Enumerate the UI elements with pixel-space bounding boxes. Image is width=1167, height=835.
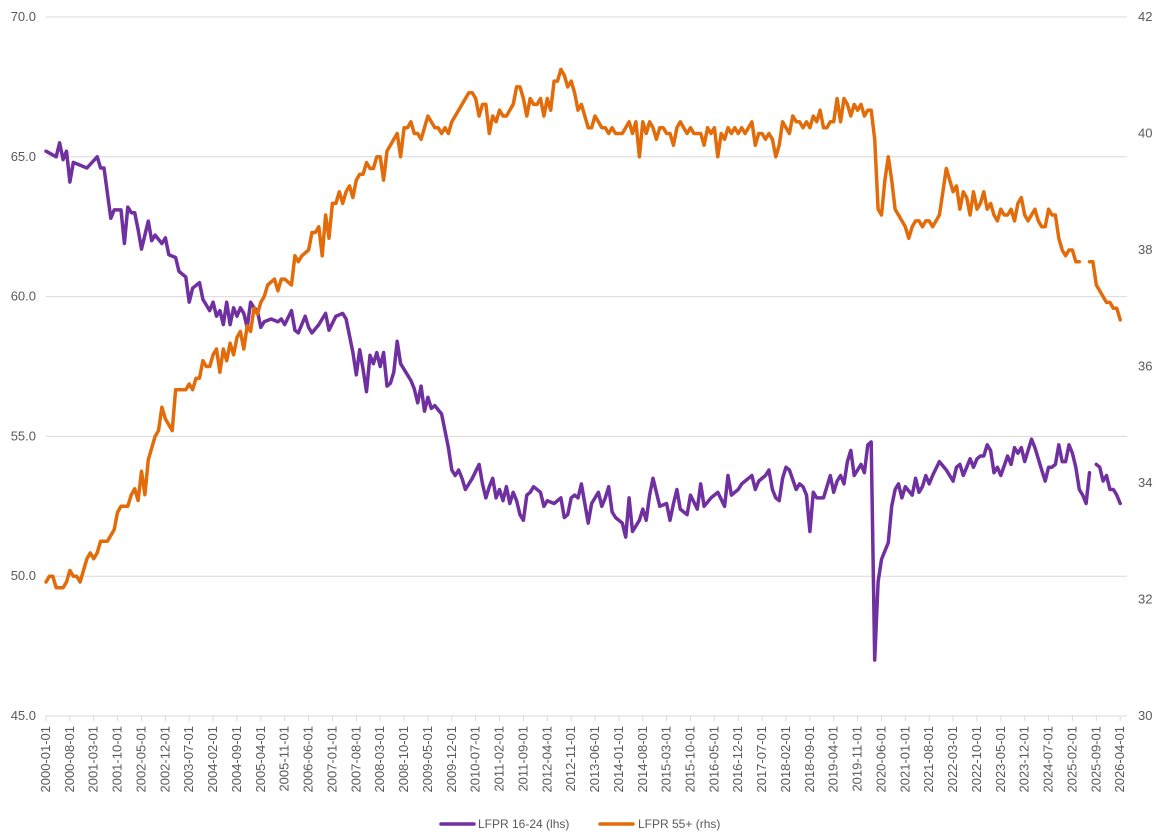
right-y-tick-label: 30 — [1138, 708, 1152, 723]
x-tick-label: 2001-10-01 — [110, 726, 125, 793]
x-tick-label: 2013-06-01 — [587, 726, 602, 793]
left-y-tick-label: 45.0 — [11, 708, 36, 723]
x-tick-label: 2008-10-01 — [396, 726, 411, 793]
right-y-tick-label: 38 — [1138, 242, 1152, 257]
x-tick-label: 2015-10-01 — [683, 726, 698, 793]
x-tick-label: 2015-03-01 — [659, 726, 674, 793]
x-tick-label: 2011-09-01 — [515, 726, 530, 792]
x-axis: 2000-01-01 2000-08-01 2001-03-01 2001-10-01… — [38, 715, 1127, 793]
x-tick-label: 2014-01-01 — [611, 726, 626, 793]
x-tick-label: 2010-07-01 — [468, 726, 483, 793]
x-tick-label: 2005-11-01 — [277, 726, 292, 792]
x-tick-label: 2021-08-01 — [921, 726, 936, 793]
left-y-axis: 45.0 50.0 55.0 60.0 65.0 70.0 — [11, 9, 36, 723]
x-tick-label: 2007-01-01 — [324, 726, 339, 793]
legend: LFPR 16-24 (lhs) LFPR 55+ (rhs) — [439, 817, 720, 831]
series-lines — [44, 67, 1122, 662]
x-tick-label: 2003-07-01 — [181, 726, 196, 793]
series-line-1 — [44, 67, 1122, 590]
x-tick-label: 2006-06-01 — [301, 726, 316, 793]
x-tick-label: 2008-03-01 — [372, 726, 387, 793]
x-tick-label: 2026-04-01 — [1112, 726, 1127, 793]
x-tick-label: 2011-02-01 — [492, 726, 507, 792]
x-tick-label: 2002-12-01 — [157, 726, 172, 793]
x-tick-label: 2000-08-01 — [62, 726, 77, 793]
x-tick-label: 2009-12-01 — [444, 726, 459, 793]
left-y-tick-label: 55.0 — [11, 428, 36, 443]
x-tick-label: 2020-06-01 — [873, 726, 888, 793]
left-y-tick-label: 70.0 — [11, 9, 36, 24]
x-tick-label: 2009-05-01 — [420, 726, 435, 793]
x-tick-label: 2004-02-01 — [205, 726, 220, 793]
x-tick-label: 2018-02-01 — [778, 726, 793, 793]
x-tick-label: 2016-05-01 — [706, 726, 721, 793]
left-y-tick-label: 50.0 — [11, 568, 36, 583]
x-tick-label: 2025-02-01 — [1064, 726, 1079, 793]
series-line-0 — [44, 141, 1122, 662]
x-tick-label: 2005-04-01 — [253, 726, 268, 793]
x-tick-label: 2025-09-01 — [1088, 726, 1103, 793]
right-y-tick-label: 40 — [1138, 126, 1152, 141]
x-tick-label: 2014-08-01 — [635, 726, 650, 793]
x-tick-label: 2023-05-01 — [993, 726, 1008, 793]
x-tick-label: 2007-08-01 — [348, 726, 363, 793]
x-tick-label: 2019-11-01 — [850, 726, 865, 792]
x-tick-label: 2000-01-01 — [38, 726, 53, 793]
right-y-axis: 30 32 34 36 38 40 42 — [1138, 9, 1152, 723]
x-tick-label: 2004-09-01 — [229, 726, 244, 793]
right-y-tick-label: 32 — [1138, 592, 1152, 607]
x-tick-label: 2001-03-01 — [86, 726, 101, 793]
x-tick-label: 2019-04-01 — [826, 726, 841, 793]
right-y-tick-label: 34 — [1138, 475, 1152, 490]
left-y-tick-label: 60.0 — [11, 289, 36, 304]
x-tick-label: 2024-07-01 — [1041, 726, 1056, 793]
x-tick-label: 2023-12-01 — [1017, 726, 1032, 793]
right-y-tick-label: 42 — [1138, 9, 1152, 24]
right-y-tick-label: 36 — [1138, 359, 1152, 374]
x-tick-label: 2016-12-01 — [730, 726, 745, 793]
x-tick-label: 2022-10-01 — [969, 726, 984, 793]
x-tick-label: 2012-04-01 — [539, 726, 554, 793]
x-tick-label: 2017-07-01 — [754, 726, 769, 793]
x-tick-label: 2018-09-01 — [802, 726, 817, 793]
x-tick-label: 2002-05-01 — [133, 726, 148, 793]
legend-label-1: LFPR 55+ (rhs) — [638, 817, 720, 831]
legend-label-0: LFPR 16-24 (lhs) — [478, 817, 569, 831]
x-tick-label: 2022-03-01 — [945, 726, 960, 793]
x-tick-label: 2012-11-01 — [563, 726, 578, 792]
x-tick-label: 2021-01-01 — [897, 726, 912, 793]
left-y-tick-label: 65.0 — [11, 149, 36, 164]
